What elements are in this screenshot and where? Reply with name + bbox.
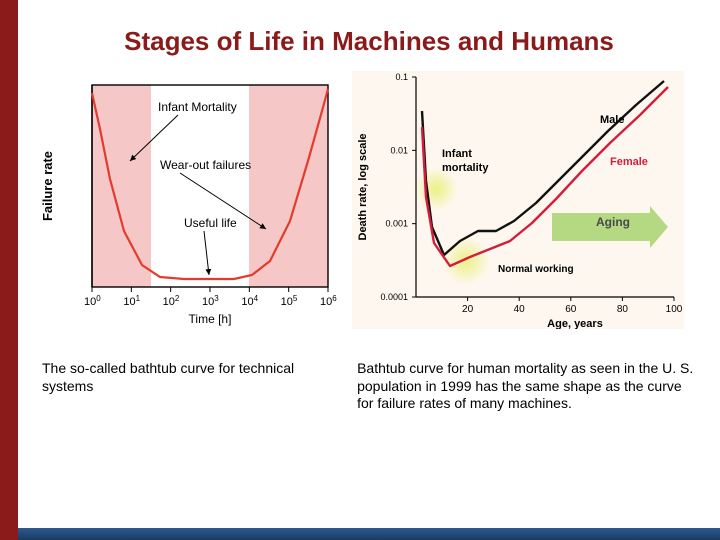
charts-row: 100101102103104105106Time [h]Failure rat… — [18, 67, 720, 334]
main-area: Stages of Life in Machines and Humans 10… — [18, 0, 720, 540]
svg-text:Age, years: Age, years — [547, 318, 603, 329]
chart-right-svg: 0.0001 0.001 0.01 0.1 Death rate, log scale 2… — [352, 71, 684, 329]
svg-text:Useful life: Useful life — [184, 216, 237, 230]
svg-text:0.0001: 0.0001 — [380, 292, 408, 302]
svg-text:0.01: 0.01 — [390, 145, 408, 155]
bathtub-machine-chart: 100101102103104105106Time [h]Failure rat… — [34, 71, 342, 332]
svg-text:80: 80 — [617, 304, 629, 315]
accent-sidebar — [0, 0, 18, 540]
page-title: Stages of Life in Machines and Humans — [18, 0, 720, 67]
svg-text:0.1: 0.1 — [395, 72, 408, 82]
svg-text:Wear-out failures: Wear-out failures — [160, 158, 251, 172]
svg-text:Male: Male — [600, 114, 624, 126]
footer-bar — [18, 528, 720, 540]
svg-text:20: 20 — [462, 304, 474, 315]
svg-text:Death rate, log scale: Death rate, log scale — [357, 134, 369, 241]
caption-left: The so-called bathtub curve for technica… — [42, 360, 321, 413]
svg-text:0.001: 0.001 — [385, 219, 408, 229]
captions-row: The so-called bathtub curve for technica… — [18, 334, 720, 413]
svg-text:40: 40 — [514, 304, 526, 315]
bathtub-human-chart: 0.0001 0.001 0.01 0.1 Death rate, log scale 2… — [352, 71, 684, 334]
svg-text:Infant: Infant — [442, 148, 472, 160]
svg-text:Failure rate: Failure rate — [40, 151, 55, 221]
svg-text:mortality: mortality — [442, 162, 489, 174]
svg-text:Time [h]: Time [h] — [189, 312, 232, 326]
svg-text:Normal working: Normal working — [498, 264, 574, 275]
svg-text:Infant Mortality: Infant Mortality — [158, 100, 237, 114]
svg-text:100: 100 — [666, 304, 683, 315]
svg-text:Aging: Aging — [596, 215, 630, 229]
svg-text:Female: Female — [610, 156, 648, 168]
chart-left-svg: 100101102103104105106Time [h]Failure rat… — [34, 71, 342, 327]
caption-right: Bathtub curve for human mortality as see… — [357, 360, 696, 413]
svg-text:60: 60 — [565, 304, 577, 315]
